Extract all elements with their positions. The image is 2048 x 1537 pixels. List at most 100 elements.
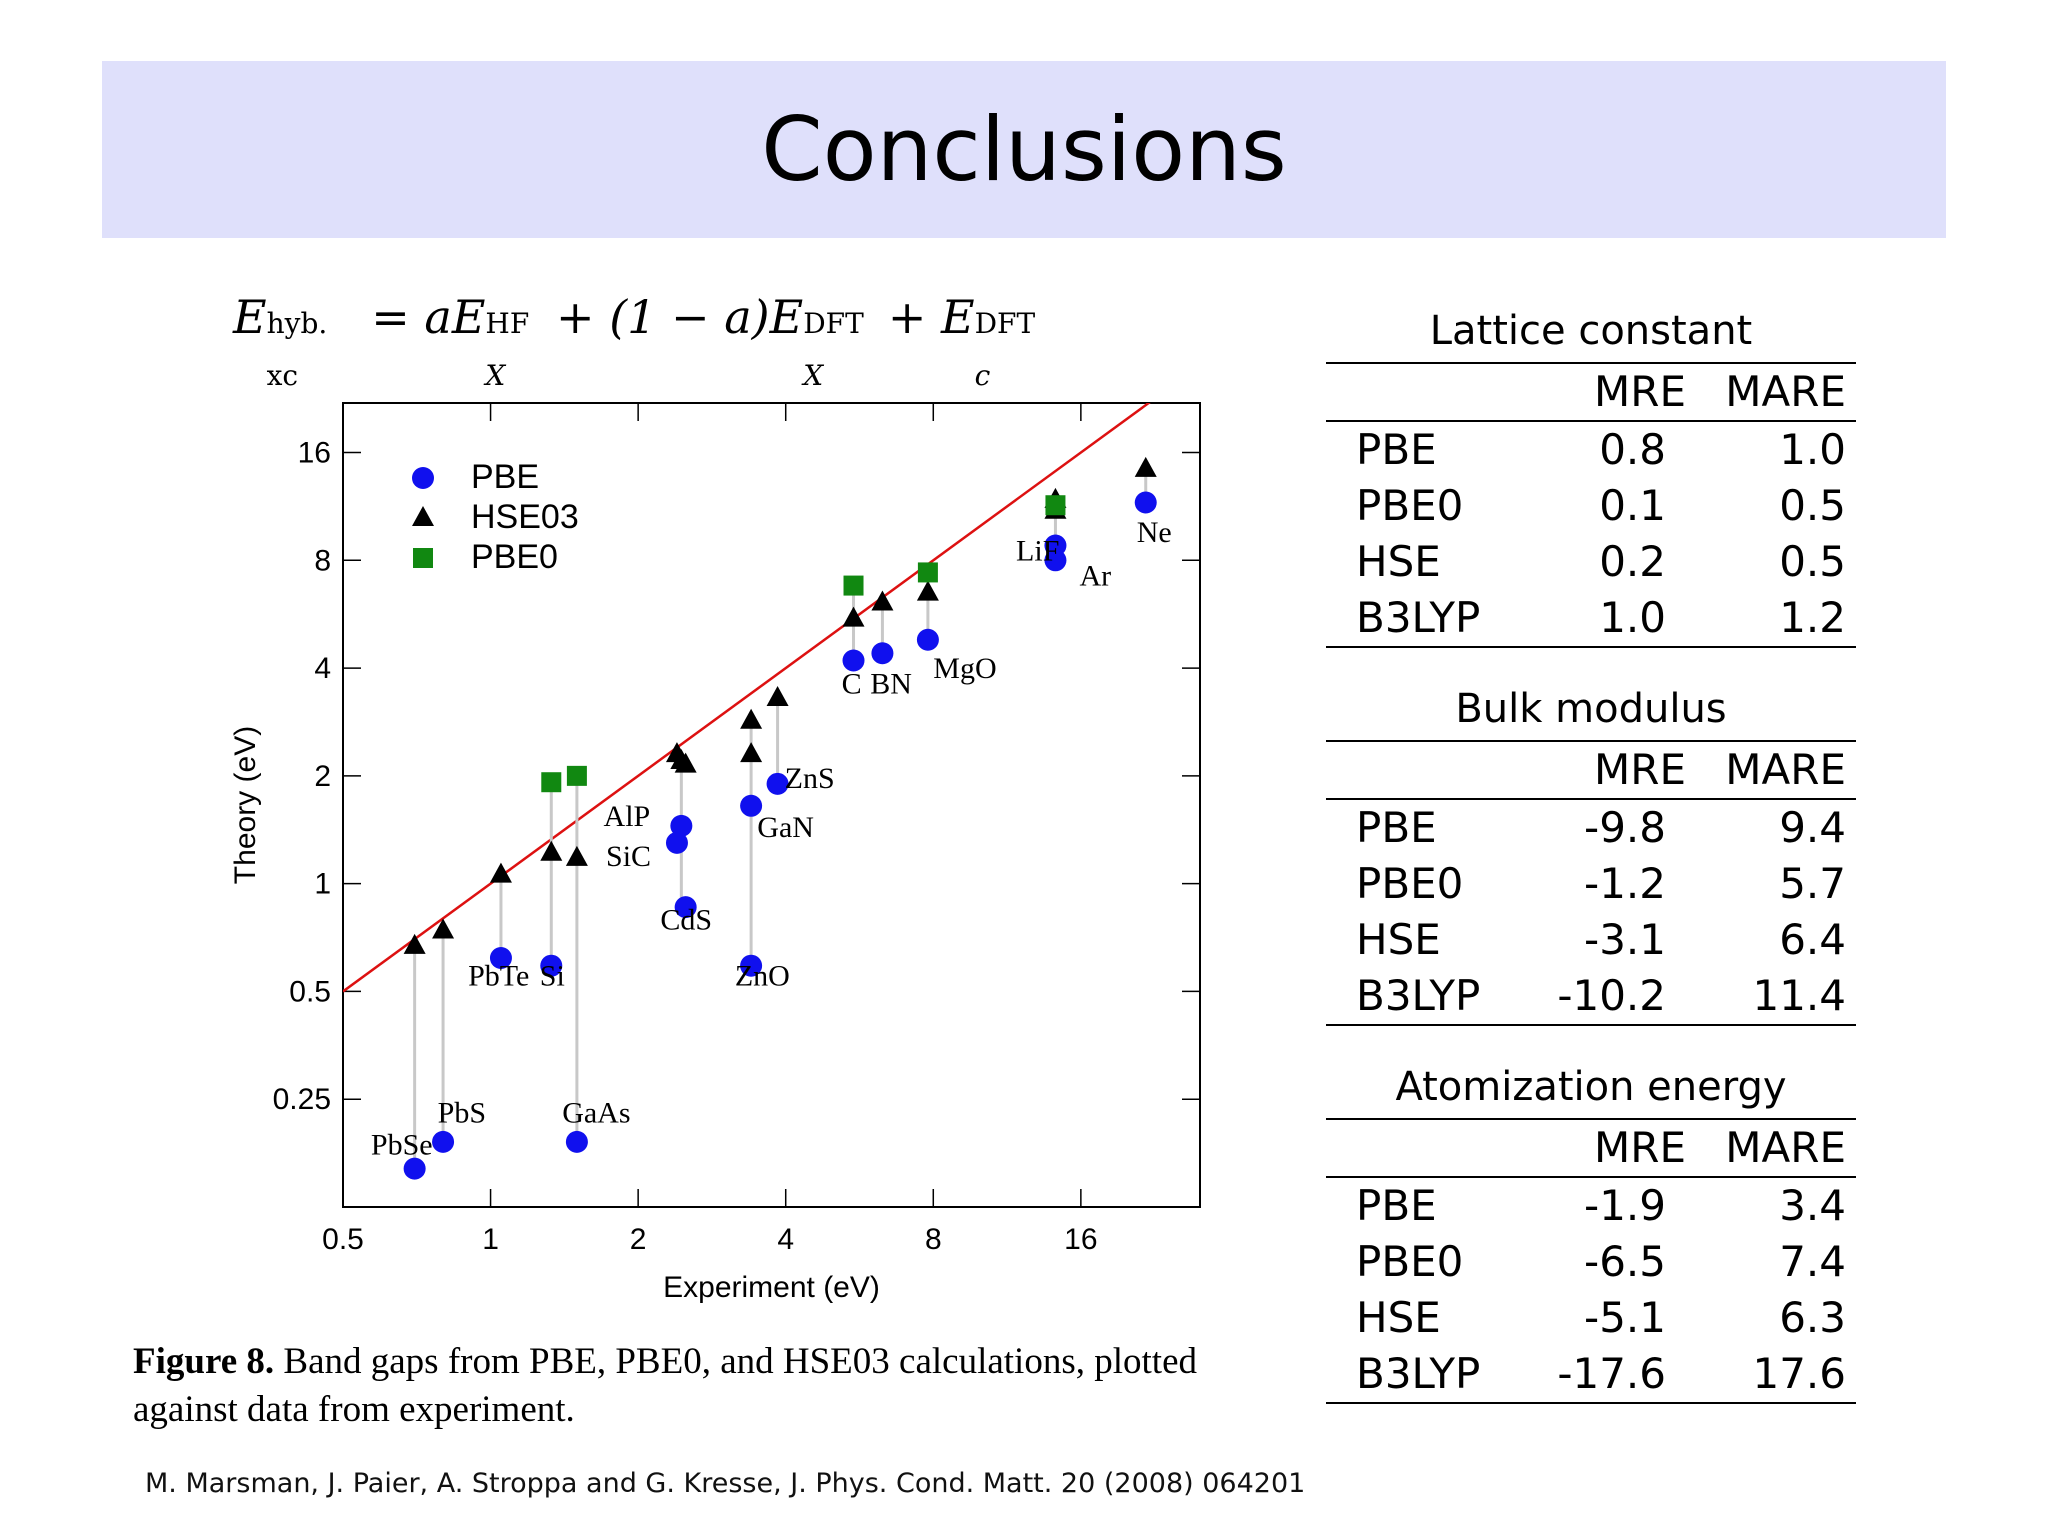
plot-frame <box>342 402 1201 1208</box>
pbe-point <box>766 772 789 795</box>
pbe0-point <box>541 772 562 793</box>
hse03-point <box>403 933 426 954</box>
table-row: PBE -9.8 9.4 <box>1326 800 1856 856</box>
material-label: CdS <box>660 903 712 936</box>
formula-t1-coef: a <box>424 290 452 344</box>
pbe-point <box>540 954 563 977</box>
table-header-cell: MRE <box>1594 367 1686 416</box>
method-cell: PBE <box>1356 425 1437 474</box>
formula-t1-sub: X <box>485 359 506 392</box>
table-row: HSE 0.2 0.5 <box>1326 534 1856 590</box>
mare-cell: 9.4 <box>1779 803 1846 852</box>
mare-cell: 11.4 <box>1752 971 1846 1020</box>
table-rule <box>1326 1402 1856 1404</box>
formula-eq: = <box>371 290 410 344</box>
pbe-point <box>489 946 512 969</box>
pbe-point <box>740 794 763 817</box>
material-label: ZnS <box>785 762 835 795</box>
table-rule <box>1326 1176 1856 1178</box>
figure-caption: Figure 8. Band gaps from PBE, PBE0, and … <box>133 1338 1283 1434</box>
formula-lhs-sub: xc <box>266 359 299 392</box>
x-tick-label: 4 <box>777 1223 794 1256</box>
table-row: PBE0 -1.2 5.7 <box>1326 856 1856 912</box>
material-label: GaN <box>757 811 814 844</box>
hse03-point <box>916 580 939 601</box>
material-label: PbS <box>438 1097 486 1130</box>
material-label: AlP <box>604 800 651 833</box>
method-cell: PBE0 <box>1356 1237 1464 1286</box>
method-cell: HSE <box>1356 1293 1441 1342</box>
pbe0-point <box>1045 495 1066 516</box>
error-tables: Lattice constant MRE MARE PBE 0.8 1.0 PBE0 0.1 0… <box>1326 300 1856 1404</box>
title-band: Conclusions <box>102 61 1946 238</box>
table-rule <box>1326 1118 1856 1120</box>
table-row: PBE 0.8 1.0 <box>1326 422 1856 478</box>
pbe-point <box>670 814 693 837</box>
formula-plus1: + <box>556 290 595 344</box>
pbe0-point <box>917 562 938 583</box>
material-label: BN <box>870 667 912 700</box>
y-tick-label: 2 <box>314 760 331 793</box>
formula-t3: E <box>940 290 975 344</box>
table-header-cell <box>1326 364 1536 420</box>
mare-cell: 3.4 <box>1779 1181 1846 1230</box>
table-atomization-energy: Atomization energy MRE MARE PBE -1.9 3.4 PBE0 -… <box>1326 1056 1856 1404</box>
table-rule <box>1326 798 1856 800</box>
mre-cell: -5.1 <box>1584 1293 1666 1342</box>
pbe-point <box>1134 491 1157 514</box>
mre-cell: -10.2 <box>1557 971 1666 1020</box>
pbe-point <box>740 954 763 977</box>
table-rule <box>1326 740 1856 742</box>
pbe-point <box>665 831 688 854</box>
y-tick-label: 1 <box>314 868 331 901</box>
table-header-row: MRE MARE <box>1326 1120 1856 1176</box>
y-tick-label: 0.25 <box>273 1083 331 1116</box>
table-title: Bulk modulus <box>1455 686 1727 732</box>
table-header-row: MRE MARE <box>1326 364 1856 420</box>
table-lattice-constant: Lattice constant MRE MARE PBE 0.8 1.0 PBE0 0.1 0… <box>1326 300 1856 648</box>
formula-t2: E <box>769 290 804 344</box>
pbe-point <box>432 1130 455 1153</box>
y-axis-label: Theory (eV) <box>229 726 262 884</box>
table-row: HSE -5.1 6.3 <box>1326 1290 1856 1346</box>
table-row: B3LYP -10.2 11.4 <box>1326 968 1856 1024</box>
mre-cell: -6.5 <box>1584 1237 1666 1286</box>
table-header-cell: MARE <box>1725 367 1846 416</box>
formula-t2-coef: (1 − a) <box>609 290 770 344</box>
table-header-row: MRE MARE <box>1326 742 1856 798</box>
hse03-point <box>842 606 865 627</box>
legend-pbe-label: PBE <box>471 458 539 496</box>
method-cell: B3LYP <box>1356 971 1481 1020</box>
table-title: Lattice constant <box>1429 308 1753 354</box>
formula-lhs: E <box>233 290 267 344</box>
y-tick-label: 0.5 <box>289 975 331 1008</box>
pbe-point <box>842 649 865 672</box>
method-cell: PBE <box>1356 803 1437 852</box>
formula-t1: E <box>451 290 486 344</box>
x-tick-label: 1 <box>482 1223 499 1256</box>
mre-cell: -1.9 <box>1584 1181 1666 1230</box>
material-label: Si <box>540 959 565 992</box>
material-label: C <box>842 667 862 700</box>
table-header-cell: MARE <box>1725 745 1846 794</box>
table-row: HSE -3.1 6.4 <box>1326 912 1856 968</box>
hse03-point <box>489 862 512 883</box>
table-header-cell <box>1326 1120 1536 1176</box>
hse03-point <box>1134 456 1157 477</box>
formula-t1-sup: HF <box>485 307 530 340</box>
table-header-cell <box>1326 742 1536 798</box>
mare-cell: 0.5 <box>1779 537 1846 586</box>
table-bulk-modulus: Bulk modulus MRE MARE PBE -9.8 9.4 PBE0 -1.2 5.7… <box>1326 678 1856 1026</box>
formula-t3-sub: c <box>974 359 991 392</box>
mare-cell: 6.4 <box>1779 915 1846 964</box>
mre-cell: -3.1 <box>1584 915 1666 964</box>
table-row: PBE -1.9 3.4 <box>1326 1178 1856 1234</box>
hse03-point <box>871 590 894 611</box>
pbe0-point <box>843 575 864 596</box>
table-header-cell: MRE <box>1594 1123 1686 1172</box>
hse03-point <box>766 685 789 706</box>
mre-cell: 0.1 <box>1599 481 1666 530</box>
formula-lhs-sup: hyb. <box>266 307 328 340</box>
x-axis-label: Experiment (eV) <box>663 1271 880 1304</box>
pbe-point <box>674 896 697 919</box>
